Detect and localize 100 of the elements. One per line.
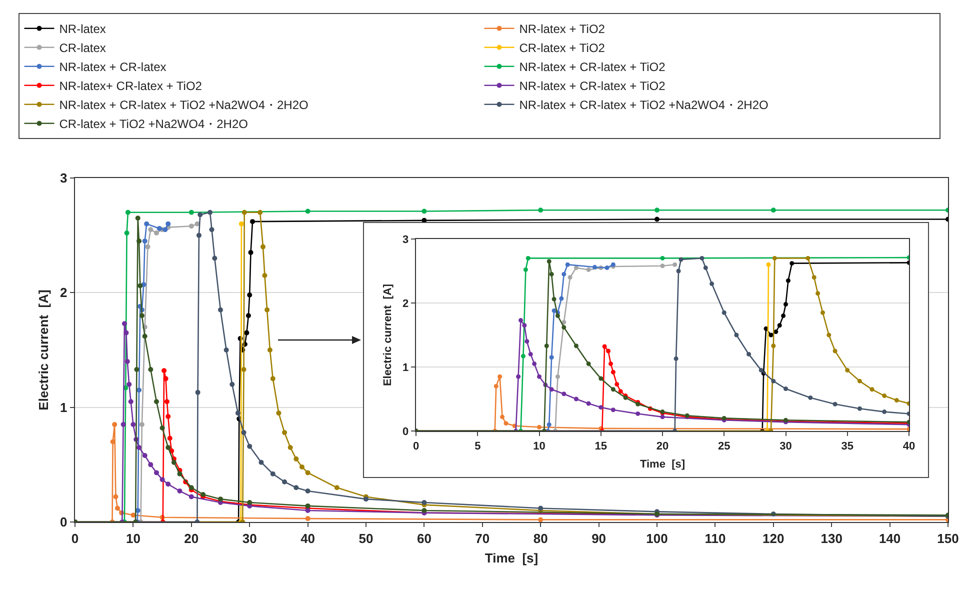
point xyxy=(154,230,159,236)
point xyxy=(250,219,256,224)
legend-label: NR-latex xyxy=(59,22,106,36)
point xyxy=(166,444,171,450)
point xyxy=(136,388,142,393)
point xyxy=(777,323,782,328)
point xyxy=(500,414,505,420)
point xyxy=(160,425,165,430)
y-axis-title: Electric current [A] xyxy=(36,290,52,410)
point xyxy=(282,479,288,484)
legend-label: NR-latex + CR-latex + TiO2 xyxy=(519,79,666,94)
point xyxy=(703,266,708,270)
point xyxy=(771,344,776,348)
x-tick-label: 5 xyxy=(474,440,481,452)
y-tick-label: 1 xyxy=(60,400,68,415)
point xyxy=(248,250,254,256)
point xyxy=(610,387,616,392)
point xyxy=(264,307,270,312)
point xyxy=(574,266,578,270)
x-tick-label: 20 xyxy=(184,530,199,546)
point xyxy=(832,402,838,406)
point xyxy=(552,296,556,302)
point xyxy=(766,262,771,267)
point xyxy=(209,227,214,232)
point xyxy=(544,344,549,348)
point xyxy=(282,430,288,436)
point xyxy=(516,374,521,379)
point xyxy=(230,382,235,387)
point xyxy=(212,256,218,261)
point xyxy=(148,366,154,372)
x-tick-label: 10 xyxy=(126,530,140,546)
point xyxy=(610,370,616,374)
point xyxy=(124,330,129,336)
point xyxy=(162,368,167,374)
y-tick-label: 3 xyxy=(60,170,68,186)
point xyxy=(565,262,570,267)
point xyxy=(598,376,604,381)
point xyxy=(166,221,171,226)
point xyxy=(555,314,560,318)
point xyxy=(520,354,526,358)
x-tick-label: 60 xyxy=(416,530,432,546)
point xyxy=(154,399,159,404)
legend-label: CR-latex + TiO2 xyxy=(519,41,606,56)
legend-label: NR-latex+ CR-latex + TiO2 xyxy=(59,79,202,94)
point xyxy=(524,339,530,344)
legend-label: NR-latex + CR-latex + TiO2 xyxy=(519,60,666,74)
point xyxy=(262,272,268,278)
point xyxy=(882,394,887,398)
point xyxy=(142,334,148,339)
point xyxy=(784,386,788,392)
y-tick-label: 3 xyxy=(402,234,409,246)
point xyxy=(494,384,498,388)
point xyxy=(208,210,213,215)
point xyxy=(305,208,310,214)
point xyxy=(586,267,591,272)
point xyxy=(674,356,678,361)
point xyxy=(523,267,528,272)
point xyxy=(224,348,229,352)
point xyxy=(188,210,194,215)
point xyxy=(518,318,524,323)
point xyxy=(166,414,171,420)
point xyxy=(139,422,144,428)
point xyxy=(532,362,537,366)
point xyxy=(154,470,159,476)
point xyxy=(562,272,566,276)
point xyxy=(422,208,427,214)
point xyxy=(142,452,148,458)
x-tick-label: 120 xyxy=(762,530,784,546)
point xyxy=(654,208,660,213)
point xyxy=(162,227,168,232)
point xyxy=(772,256,777,260)
point xyxy=(305,470,310,476)
point xyxy=(244,330,250,336)
point xyxy=(498,374,502,379)
x-tick-label: 10 xyxy=(533,440,546,452)
point xyxy=(235,410,240,416)
x-tick-label: 0 xyxy=(412,440,420,452)
point xyxy=(196,232,202,238)
point xyxy=(606,348,611,354)
point xyxy=(260,244,266,250)
point xyxy=(334,485,340,490)
point xyxy=(122,321,127,326)
point xyxy=(270,376,276,382)
point xyxy=(160,477,165,482)
point xyxy=(241,366,246,372)
x-tick-label: 15 xyxy=(594,440,608,452)
point xyxy=(200,492,206,497)
point xyxy=(130,422,136,428)
x-tick-label: 140 xyxy=(878,530,901,546)
point xyxy=(128,399,134,404)
point xyxy=(608,362,613,366)
point xyxy=(528,352,533,356)
point xyxy=(882,410,887,414)
point xyxy=(125,210,130,215)
point xyxy=(522,323,527,328)
point xyxy=(258,460,264,465)
point xyxy=(145,244,150,250)
x-tick-label: 100 xyxy=(646,530,668,546)
x-tick-label: 90 xyxy=(592,530,606,546)
x-tick-label: 20 xyxy=(656,440,669,452)
